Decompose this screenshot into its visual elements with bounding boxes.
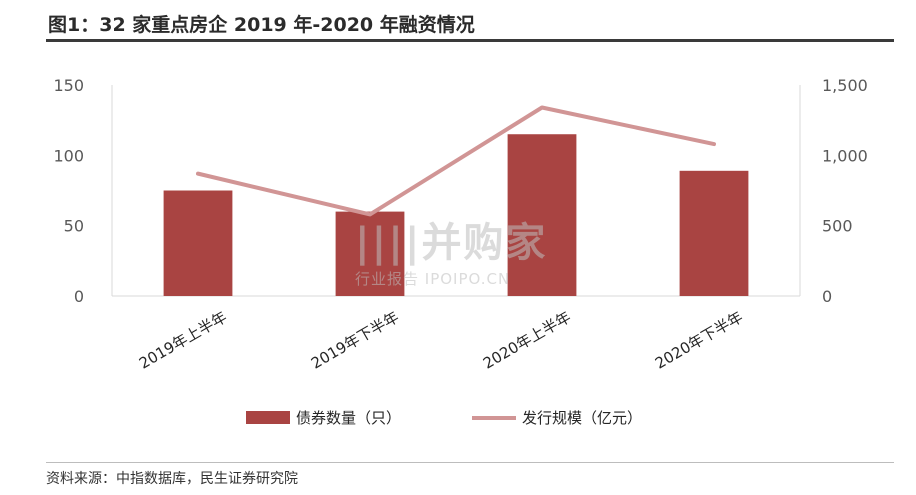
legend-line-label: 发行规模（亿元） — [522, 409, 642, 427]
right-tick-label: 0 — [822, 287, 832, 306]
plot-area: 0 50 100 150 0 500 1,000 1,500 2019年上半年 2019年下半年 2… — [53, 76, 867, 373]
legend: 债券数量（只） 发行规模（亿元） — [246, 409, 642, 427]
bar — [163, 190, 233, 296]
left-tick-label: 50 — [64, 217, 84, 236]
category-label: 2019年上半年 — [136, 308, 230, 373]
right-tick-label: 1,500 — [822, 76, 868, 95]
legend-bar-swatch — [246, 411, 290, 424]
right-tick-label: 1,000 — [822, 146, 868, 165]
legend-bar-label: 债券数量（只） — [296, 409, 401, 427]
category-label: 2019年下半年 — [308, 308, 402, 373]
source-note: 资料来源：中指数据库，民生证券研究院 — [46, 471, 298, 487]
bar — [679, 170, 749, 296]
left-tick-label: 0 — [74, 287, 84, 306]
title-divider — [46, 39, 894, 42]
category-label: 2020年下半年 — [652, 308, 746, 373]
left-tick-label: 100 — [53, 146, 84, 165]
chart-title: 图1：32 家重点房企 2019 年-2020 年融资情况 — [48, 14, 475, 36]
bar — [507, 134, 577, 296]
category-label: 2020年上半年 — [480, 308, 574, 373]
right-tick-label: 500 — [822, 217, 853, 236]
left-tick-label: 150 — [53, 76, 84, 95]
series-line — [196, 105, 716, 217]
bar — [335, 211, 405, 296]
footer-divider — [46, 462, 894, 463]
